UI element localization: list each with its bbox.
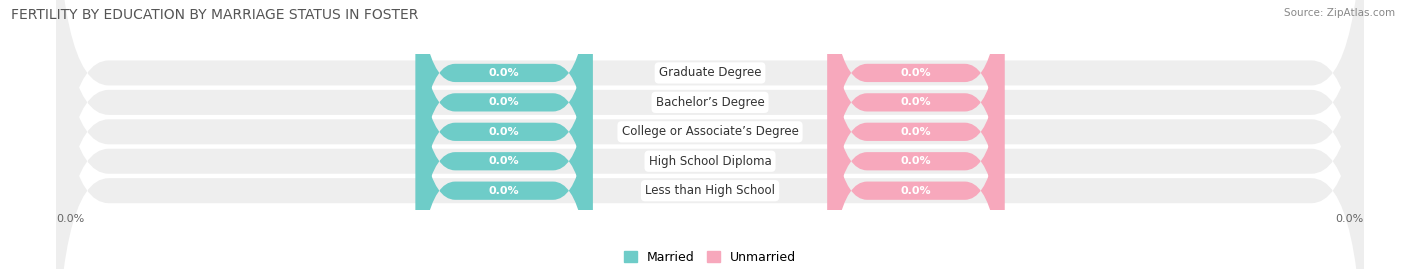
Text: 0.0%: 0.0%	[901, 186, 931, 196]
FancyBboxPatch shape	[828, 0, 1004, 269]
FancyBboxPatch shape	[56, 0, 1364, 269]
Text: 0.0%: 0.0%	[901, 97, 931, 107]
Text: 0.0%: 0.0%	[489, 97, 519, 107]
Text: Bachelor’s Degree: Bachelor’s Degree	[655, 96, 765, 109]
FancyBboxPatch shape	[416, 0, 592, 240]
FancyBboxPatch shape	[828, 23, 1004, 269]
FancyBboxPatch shape	[56, 0, 1364, 269]
Text: College or Associate’s Degree: College or Associate’s Degree	[621, 125, 799, 138]
FancyBboxPatch shape	[56, 0, 1364, 269]
FancyBboxPatch shape	[416, 0, 592, 269]
Text: FERTILITY BY EDUCATION BY MARRIAGE STATUS IN FOSTER: FERTILITY BY EDUCATION BY MARRIAGE STATU…	[11, 8, 419, 22]
Text: 0.0%: 0.0%	[901, 68, 931, 78]
FancyBboxPatch shape	[416, 0, 592, 269]
FancyBboxPatch shape	[828, 0, 1004, 269]
Text: Graduate Degree: Graduate Degree	[659, 66, 761, 79]
Text: 0.0%: 0.0%	[56, 214, 84, 224]
Text: 0.0%: 0.0%	[489, 156, 519, 166]
FancyBboxPatch shape	[828, 0, 1004, 269]
Text: 0.0%: 0.0%	[489, 68, 519, 78]
FancyBboxPatch shape	[56, 0, 1364, 269]
FancyBboxPatch shape	[416, 0, 592, 269]
Text: 0.0%: 0.0%	[489, 127, 519, 137]
FancyBboxPatch shape	[56, 0, 1364, 269]
Text: 0.0%: 0.0%	[1336, 214, 1364, 224]
Text: 0.0%: 0.0%	[489, 186, 519, 196]
FancyBboxPatch shape	[828, 0, 1004, 240]
Text: 0.0%: 0.0%	[901, 156, 931, 166]
Text: Source: ZipAtlas.com: Source: ZipAtlas.com	[1284, 8, 1395, 18]
Legend: Married, Unmarried: Married, Unmarried	[619, 246, 801, 269]
FancyBboxPatch shape	[416, 23, 592, 269]
Text: Less than High School: Less than High School	[645, 184, 775, 197]
Text: 0.0%: 0.0%	[901, 127, 931, 137]
Text: High School Diploma: High School Diploma	[648, 155, 772, 168]
